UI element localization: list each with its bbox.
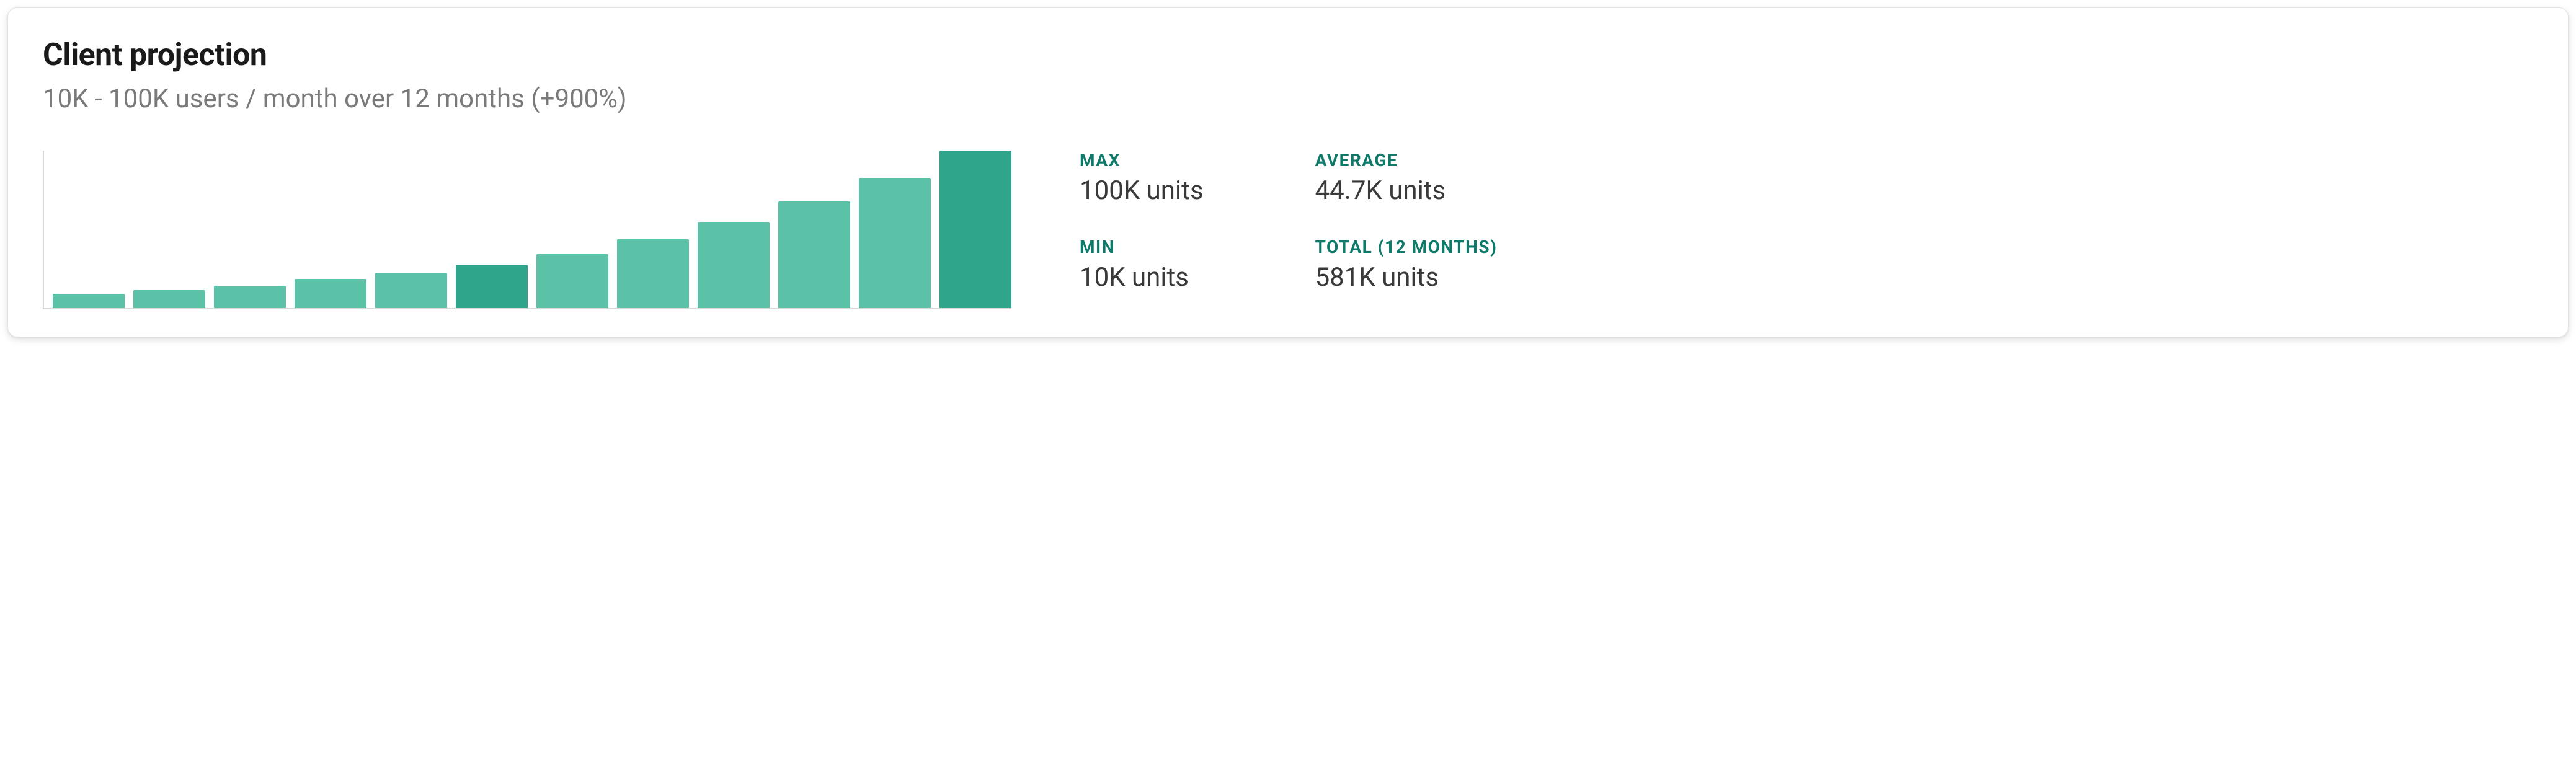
- bar-chart: [43, 151, 1011, 309]
- stat-max: MAX 100K units: [1080, 152, 1204, 206]
- bar: [778, 201, 850, 309]
- bar: [295, 279, 366, 309]
- content-row: MAX 100K units AVERAGE 44.7K units MIN 1…: [43, 151, 2533, 309]
- bar: [939, 151, 1011, 309]
- stat-total-value: 581K units: [1315, 262, 1498, 293]
- bar: [214, 286, 286, 309]
- bar: [456, 265, 528, 309]
- bar: [53, 294, 125, 310]
- stat-max-label: MAX: [1080, 152, 1204, 169]
- stat-total-label: TOTAL (12 MONTHS): [1315, 239, 1498, 256]
- bar: [133, 290, 205, 309]
- bar: [698, 222, 770, 309]
- stat-min-value: 10K units: [1080, 262, 1204, 293]
- stat-average-value: 44.7K units: [1315, 175, 1498, 206]
- projection-card: Client projection 10K - 100K users / mon…: [7, 7, 2569, 337]
- stats-grid: MAX 100K units AVERAGE 44.7K units MIN 1…: [1080, 151, 1497, 294]
- card-subtitle: 10K - 100K users / month over 12 months …: [43, 82, 2533, 117]
- bar: [859, 178, 931, 309]
- bar: [375, 273, 447, 309]
- x-axis: [43, 308, 1011, 309]
- stat-min-label: MIN: [1080, 239, 1204, 256]
- y-axis: [43, 151, 44, 309]
- stat-total: TOTAL (12 MONTHS) 581K units: [1315, 239, 1498, 293]
- stat-average-label: AVERAGE: [1315, 152, 1498, 169]
- card-title: Client projection: [43, 38, 2533, 74]
- stat-min: MIN 10K units: [1080, 239, 1204, 293]
- bar: [536, 254, 608, 310]
- bars-container: [47, 151, 1011, 309]
- stat-max-value: 100K units: [1080, 175, 1204, 206]
- stat-average: AVERAGE 44.7K units: [1315, 152, 1498, 206]
- bar: [617, 239, 689, 309]
